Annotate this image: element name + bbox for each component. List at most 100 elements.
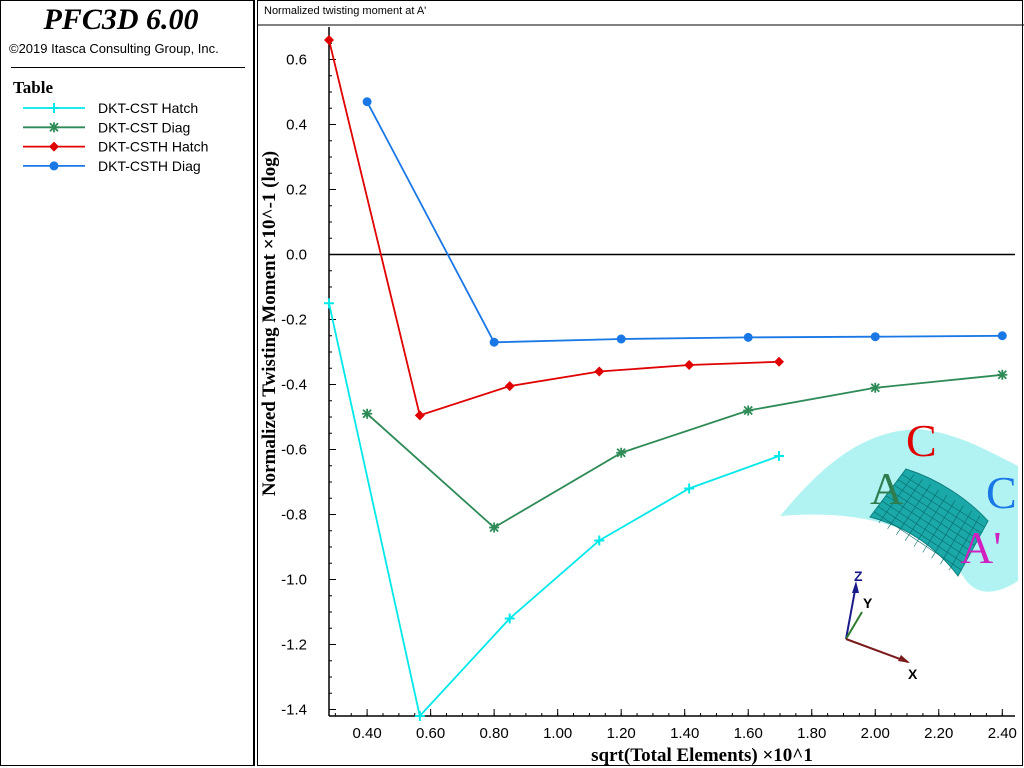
legend-marker-dkt-csth-hatch <box>49 141 59 152</box>
data-point-dkt-cst-hatch <box>414 711 425 721</box>
data-point-dkt-cst-diag <box>997 369 1008 380</box>
data-point-dkt-cst-diag <box>870 382 881 393</box>
y-tick-label: -0.8 <box>281 507 307 524</box>
data-point-dkt-cst-diag <box>743 405 754 416</box>
label-a-prime: A' <box>960 522 1002 573</box>
mesh-line <box>931 505 964 559</box>
legend-marker-dkt-csth-diag <box>49 161 59 171</box>
mesh-line <box>948 515 981 571</box>
data-point-dkt-csth-hatch <box>414 410 425 421</box>
x-tick-label: 2.00 <box>861 725 890 742</box>
data-point-dkt-csth-diag <box>997 331 1007 341</box>
mesh-line <box>878 474 915 524</box>
mesh-line <box>913 494 948 547</box>
x-tick-label: 1.00 <box>543 725 572 742</box>
label-c-right: C <box>986 467 1017 518</box>
y-tick-label: -0.2 <box>281 312 307 329</box>
title-divider <box>11 67 245 68</box>
mesh-line <box>887 479 923 529</box>
x-tick-label: 0.40 <box>353 725 382 742</box>
axis-y-line <box>845 611 863 640</box>
data-point-dkt-csth-diag <box>870 332 880 342</box>
series-layer <box>324 35 1008 721</box>
series-line-dkt-cst-hatch <box>328 303 780 718</box>
mesh-line <box>904 489 940 541</box>
legend-label-dkt-cst-diag: DKT-CST Diag <box>98 119 190 135</box>
y-tick-label: -1.2 <box>281 637 307 654</box>
y-tick-label: 0.6 <box>286 52 307 69</box>
axis-x-line <box>845 638 909 663</box>
x-tick-label: 1.60 <box>734 725 763 742</box>
legend-title: Table <box>13 78 54 97</box>
data-point-dkt-csth-diag <box>362 97 372 107</box>
data-point-dkt-csth-hatch <box>774 356 785 367</box>
y-tick-label: -1.0 <box>281 572 307 589</box>
legend-panel: PFC3D 6.00 ©2019 Itasca Consulting Group… <box>0 0 255 766</box>
marker-stroke <box>489 522 499 533</box>
x-tick-label: 0.80 <box>480 725 509 742</box>
plot-area: 0.6 0.4 0.2 0.0 -0.2 -0.4 -0.6 -0.8 -1.0 -1.2 -1.4… <box>258 24 1024 766</box>
series-line-dkt-cst-diag <box>366 373 1003 529</box>
data-point-dkt-cst-hatch <box>684 483 695 494</box>
axes-layer: 0.6 0.4 0.2 0.0 -0.2 -0.4 -0.6 -0.8 -1.0 -1.2 -1.4… <box>258 24 1024 766</box>
y-tick-label: -0.6 <box>281 442 307 459</box>
legend-label-dkt-csth-diag: DKT-CSTH Diag <box>98 158 201 174</box>
mesh-line <box>896 484 931 535</box>
marker-stroke <box>616 448 626 458</box>
data-point-dkt-cst-hatch <box>774 451 785 461</box>
data-point-dkt-csth-diag <box>489 337 499 347</box>
label-c-top: C <box>906 415 937 466</box>
series-line-dkt-csth-hatch <box>328 39 780 417</box>
mesh-line <box>940 510 972 565</box>
y-tick-label: -1.4 <box>281 702 307 719</box>
x-axis-title: sqrt(Total Elements) ×10^1 <box>591 745 813 766</box>
y-tick-label: 0.2 <box>286 182 307 199</box>
axis-x-label: X <box>908 666 918 682</box>
marker-stroke <box>870 383 880 393</box>
x-tick-label: 2.40 <box>988 725 1017 742</box>
marker-stroke <box>743 405 753 416</box>
mesh-patch <box>869 468 989 577</box>
chart-title: Normalized twisting moment at A' <box>264 5 427 17</box>
axis-z-label: Z <box>854 568 863 584</box>
data-point-dkt-cst-hatch <box>324 298 334 309</box>
axis-y-label: Y <box>863 595 873 611</box>
legend-marker-dkt-cst-diag <box>49 122 59 133</box>
x-tick-label: 2.20 <box>924 725 953 742</box>
data-point-dkt-csth-diag <box>616 334 626 344</box>
data-point-dkt-cst-hatch <box>594 535 605 546</box>
app-title: PFC3D 6.00 <box>43 3 199 36</box>
x-tick-label: 1.20 <box>607 725 636 742</box>
series-line-dkt-csth-diag <box>366 101 1003 344</box>
data-point-dkt-csth-hatch <box>504 381 515 392</box>
y-tick-label: 0.4 <box>286 117 307 134</box>
axis-z-line <box>845 584 857 640</box>
axis-x-arrow <box>898 655 910 663</box>
mesh-line <box>922 500 956 553</box>
marker-stroke <box>997 370 1007 380</box>
copyright-text: ©2019 Itasca Consulting Group, Inc. <box>9 41 219 56</box>
legend-marker-dkt-cst-hatch <box>49 103 59 113</box>
legend-entries: DKT-CST Hatch DKT-CST Diag DKT-CSTH Hatch D… <box>23 100 208 174</box>
data-point-dkt-cst-diag <box>362 408 373 419</box>
data-point-dkt-csth-hatch <box>684 360 695 370</box>
x-tick-label: 1.40 <box>670 725 699 742</box>
y-tick-label: 0.0 <box>286 247 307 264</box>
data-point-dkt-cst-hatch <box>504 613 515 624</box>
legend-label-dkt-csth-hatch: DKT-CSTH Hatch <box>98 139 208 155</box>
data-point-dkt-csth-diag <box>743 332 753 342</box>
x-tick-label: 0.60 <box>416 725 445 742</box>
axis-z-arrow <box>852 581 859 593</box>
legend-label-dkt-cst-hatch: DKT-CST Hatch <box>98 100 198 116</box>
data-point-dkt-csth-hatch <box>594 366 605 377</box>
label-a: A <box>870 463 903 514</box>
x-tick-label: 1.80 <box>797 725 826 742</box>
mesh-grid <box>873 474 985 571</box>
data-point-dkt-cst-diag <box>616 447 627 458</box>
data-point-dkt-cst-diag <box>489 522 500 533</box>
marker-stroke <box>362 409 372 419</box>
y-axis-title: Normalized Twisting Moment ×10^-1 (log) <box>259 151 280 496</box>
y-tick-label: -0.4 <box>281 377 307 394</box>
shell-inset: A C C A' Z Y X <box>780 415 1018 682</box>
marker-stroke <box>49 122 59 132</box>
